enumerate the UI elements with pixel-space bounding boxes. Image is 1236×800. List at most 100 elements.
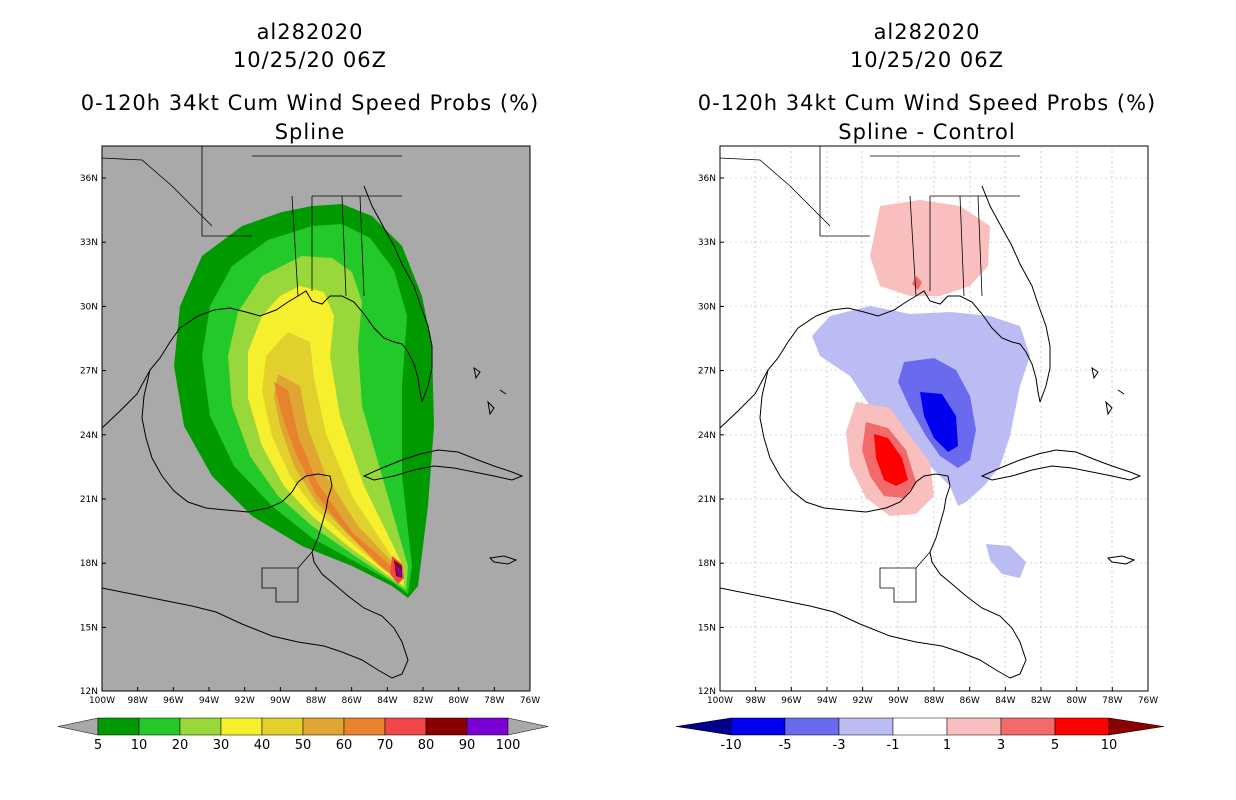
right-lat-label: 12N [698,687,716,697]
left-colorbar-segment [425,717,468,736]
right-lat-label: 33N [698,238,716,248]
right-colorbar-label: -10 [720,738,741,753]
left-datetime: 10/25/20 06Z [232,48,388,72]
left-colorbar: 5 10 20 30 40 50 60 70 80 90 100 [57,717,549,753]
left-lon-label: 100W [89,696,115,706]
left-colorbar-segment [220,717,263,736]
right-storm-id: al282020 [873,20,981,44]
right-colorbar-segment [838,717,894,736]
right-difference-contours [812,200,1030,578]
right-map [719,145,1149,692]
right-lon-label: 94W [817,696,837,706]
right-colorbar-label: 10 [1101,738,1118,753]
left-product-title: 0-120h 34kt Cum Wind Speed Probs (%) [80,91,540,115]
right-colorbar-segment [892,717,948,736]
right-lon-label: 76W [1138,696,1158,706]
left-colorbar-label: 40 [254,738,271,753]
right-lat-label: 21N [698,495,716,505]
left-colorbar-segment [384,717,427,736]
left-colorbar-segment [179,717,222,736]
right-variant-title: Spline - Control [838,120,1016,144]
right-lat-label: 36N [698,174,716,184]
left-variant-title: Spline [274,120,346,144]
left-lat-label: 30N [80,302,98,312]
left-lon-label: 76W [520,696,540,706]
left-colorbar-segment [466,717,509,736]
left-colorbar-label: 60 [336,738,353,753]
prob-60 [274,382,398,580]
right-lon-label: 88W [924,696,944,706]
right-colorbar-segment [784,717,840,736]
left-probability-contours [174,204,434,598]
left-lon-labels: 100W 98W 96W 94W 92W 90W 88W 86W 84W 82W 80W 78W 76W [89,687,540,706]
left-colorbar-high-arrow [507,717,549,736]
right-colorbar-high-arrow [1108,717,1165,736]
left-lat-label: 27N [80,367,98,377]
left-lat-label: 21N [80,495,98,505]
right-lat-label: 27N [698,367,716,377]
left-lat-label: 15N [80,623,98,633]
left-lon-label: 82W [413,696,433,706]
right-lon-labels: 100W 98W 96W 94W 92W 90W 88W 86W 84W 82W 80W 78W 76W [707,687,1158,706]
left-colorbar-segment [138,717,181,736]
right-colorbar-label: 5 [1051,738,1059,753]
right-lon-label: 84W [995,696,1015,706]
right-lon-label: 92W [852,696,872,706]
right-lat-label: 15N [698,623,716,633]
left-lon-label: 92W [234,696,254,706]
left-lon-label: 96W [163,696,183,706]
right-lat-label: 24N [698,431,716,441]
left-colorbar-label: 5 [94,738,102,753]
right-lon-label: 100W [707,696,733,706]
right-lon-label: 98W [745,696,765,706]
left-colorbar-label: 30 [213,738,230,753]
right-lon-label: 86W [959,696,979,706]
right-colorbar-segment [1000,717,1056,736]
prob-50 [274,374,400,580]
diff-neg-5 [920,392,958,452]
prob-90 [396,566,402,578]
left-colorbar-label: 100 [496,738,521,753]
left-colorbar-segment [97,717,140,736]
diff-neg-small [986,544,1026,578]
left-colorbar-label: 10 [131,738,148,753]
right-colorbar-segment [730,717,786,736]
left-lon-label: 98W [127,696,147,706]
left-lon-label: 94W [199,696,219,706]
left-lat-label: 18N [80,559,98,569]
left-lat-label: 33N [80,238,98,248]
right-colorbar-label: -3 [833,738,846,753]
left-colorbar-segment [343,717,386,736]
left-colorbar-segment [302,717,345,736]
right-datetime: 10/25/20 06Z [849,48,1005,72]
right-lon-label: 78W [1102,696,1122,706]
right-lon-label: 80W [1066,696,1086,706]
diff-pos-5 [874,434,908,486]
left-lon-label: 88W [306,696,326,706]
left-lat-label: 24N [80,431,98,441]
left-map [101,145,531,692]
left-colorbar-label: 90 [459,738,476,753]
right-product-title: 0-120h 34kt Cum Wind Speed Probs (%) [697,91,1157,115]
left-lat-labels: 36N 33N 30N 27N 24N 21N 18N 15N 12N [80,174,106,697]
right-colorbar-label: 3 [997,738,1005,753]
right-colorbar: -10 -5 -3 -1 1 3 5 10 [675,717,1165,753]
left-lon-label: 78W [484,696,504,706]
right-colorbar-label: 1 [943,738,951,753]
right-colorbar-label: -5 [779,738,792,753]
left-lat-label: 36N [80,174,98,184]
right-colorbar-segment [946,717,1002,736]
right-colorbar-label: -1 [887,738,900,753]
right-lon-label: 82W [1031,696,1051,706]
right-lon-label: 90W [888,696,908,706]
left-colorbar-label: 20 [172,738,189,753]
left-storm-id: al282020 [256,20,364,44]
left-colorbar-label: 80 [418,738,435,753]
left-lon-label: 80W [448,696,468,706]
right-lat-labels: 36N 33N 30N 27N 24N 21N 18N 15N 12N [698,174,724,697]
left-lon-label: 84W [377,696,397,706]
right-lon-label: 96W [781,696,801,706]
diff-pos-3 [912,276,922,290]
right-lat-label: 30N [698,302,716,312]
